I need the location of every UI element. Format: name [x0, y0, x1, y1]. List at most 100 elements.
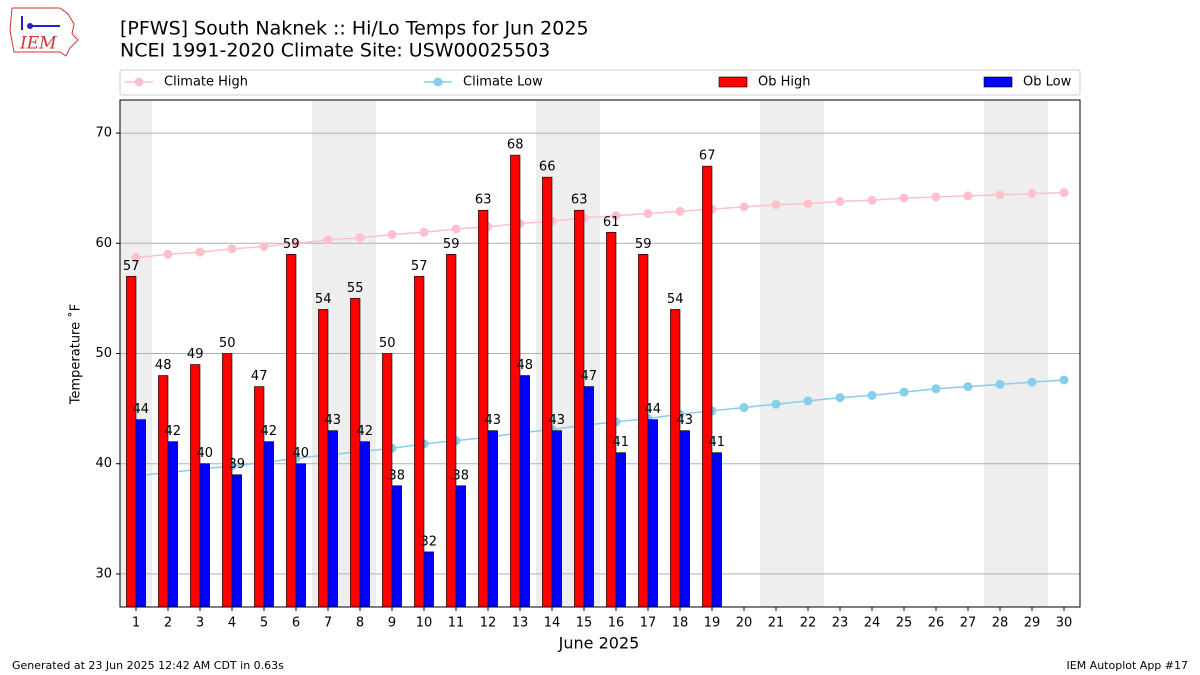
x-tick-label: 8 [356, 616, 364, 631]
climate-point [835, 196, 845, 206]
climate-point [355, 233, 365, 243]
x-tick-label: 1 [132, 616, 140, 631]
bar [647, 419, 658, 608]
bar [551, 430, 562, 608]
climate-point [899, 387, 909, 397]
bar [199, 463, 210, 608]
climate-point [739, 403, 749, 413]
climate-point [867, 195, 877, 205]
climate-point [1059, 375, 1069, 385]
chart-subtitle: NCEI 1991-2020 Climate Site: USW00025503 [120, 40, 550, 62]
bar [254, 386, 265, 608]
climate-point [995, 190, 1005, 200]
climate-point [195, 247, 205, 257]
climate-point [867, 390, 877, 400]
bar [446, 254, 457, 608]
data-label: 63 [571, 193, 588, 208]
legend-swatch [718, 76, 748, 88]
x-tick-label: 5 [260, 616, 268, 631]
climate-point [963, 191, 973, 201]
climate-point [963, 382, 973, 392]
bar [414, 276, 425, 608]
data-label: 43 [549, 413, 566, 428]
bar [423, 551, 434, 608]
x-tick-label: 22 [800, 616, 817, 631]
data-label: 48 [517, 358, 534, 373]
climate-point [675, 206, 685, 216]
legend-label: Ob Low [1023, 75, 1072, 90]
climate-point [803, 199, 813, 209]
data-label: 63 [475, 193, 492, 208]
legend-swatch [983, 76, 1013, 88]
footer-left: Generated at 23 Jun 2025 12:42 AM CDT in… [12, 659, 284, 672]
bar [670, 309, 681, 608]
bar [455, 485, 466, 608]
climate-point [419, 227, 429, 237]
legend-label: Ob High [758, 75, 811, 90]
climate-point [835, 393, 845, 403]
data-label: 41 [613, 435, 630, 450]
data-label: 55 [347, 281, 364, 296]
bar [510, 154, 521, 608]
plot-frame [119, 99, 1081, 608]
data-label: 48 [155, 358, 172, 373]
x-tick-label: 10 [416, 616, 433, 631]
bar [702, 165, 713, 608]
bar [350, 298, 361, 608]
climate-point [291, 238, 301, 248]
data-label: 44 [133, 402, 150, 417]
bar [222, 353, 233, 608]
x-tick-label: 17 [640, 616, 657, 631]
bar [519, 375, 530, 608]
bar [318, 309, 329, 608]
x-tick-label: 28 [992, 616, 1009, 631]
data-label: 59 [443, 237, 460, 252]
data-label: 41 [709, 435, 726, 450]
climate-line [135, 191, 1065, 259]
climate-point [611, 211, 621, 221]
climate-point [1059, 188, 1069, 198]
bar [606, 231, 617, 608]
x-tick-label: 12 [480, 616, 497, 631]
data-label: 43 [325, 413, 342, 428]
climate-point [1027, 189, 1037, 199]
y-tick-label: 60 [95, 236, 112, 251]
x-tick-label: 4 [228, 616, 236, 631]
data-label: 47 [581, 369, 598, 384]
bar [190, 364, 201, 608]
climate-point [131, 253, 141, 263]
bar [126, 276, 137, 608]
data-label: 54 [315, 292, 332, 307]
x-tick-label: 13 [512, 616, 529, 631]
bar [295, 463, 306, 608]
data-label: 42 [357, 424, 374, 439]
data-label: 50 [219, 336, 236, 351]
data-label: 50 [379, 336, 396, 351]
y-tick-label: 30 [95, 566, 112, 581]
bar [286, 254, 297, 608]
x-tick-label: 30 [1056, 616, 1073, 631]
climate-point [259, 242, 269, 252]
data-label: 40 [293, 446, 310, 461]
data-label: 42 [261, 424, 278, 439]
x-tick-label: 24 [864, 616, 881, 631]
data-label: 59 [283, 237, 300, 252]
x-tick-label: 7 [324, 616, 332, 631]
data-label: 54 [667, 292, 684, 307]
data-label: 43 [677, 413, 694, 428]
climate-point [227, 244, 237, 254]
climate-point [739, 202, 749, 212]
x-tick-label: 2 [164, 616, 172, 631]
x-tick-label: 15 [576, 616, 593, 631]
data-label: 43 [485, 413, 502, 428]
bar [574, 209, 585, 608]
climate-point [803, 396, 813, 406]
bar [327, 430, 338, 608]
x-tick-label: 29 [1024, 616, 1041, 631]
y-tick-label: 40 [95, 456, 112, 471]
x-tick-label: 11 [448, 616, 465, 631]
x-tick-label: 9 [388, 616, 396, 631]
bar [231, 474, 242, 608]
data-label: 66 [539, 160, 556, 175]
